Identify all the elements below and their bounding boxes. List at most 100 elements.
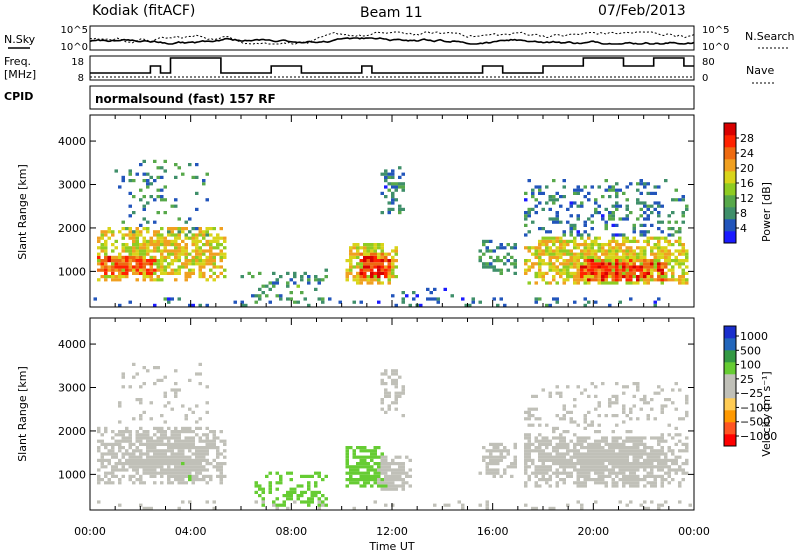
- power-cell: [597, 243, 601, 247]
- velocity-cell: [384, 382, 388, 386]
- velocity-cell: [629, 449, 633, 453]
- power-cell: [674, 230, 678, 234]
- velocity-cell: [660, 503, 664, 507]
- power-cell: [153, 259, 157, 263]
- velocity-cell: [594, 452, 598, 456]
- velocity-cell: [590, 382, 594, 386]
- power-cell: [128, 265, 132, 269]
- power-cell: [559, 255, 563, 259]
- velocity-ylabel: Slant Range [km]: [16, 366, 29, 462]
- power-cell: [583, 297, 587, 301]
- power-cell: [653, 201, 657, 205]
- velocity-cell: [121, 375, 125, 379]
- power-cell: [594, 268, 598, 272]
- power-cell: [580, 271, 584, 275]
- power-cell: [380, 259, 384, 263]
- power-cell: [391, 262, 395, 266]
- power-cell: [373, 259, 377, 263]
- velocity-cell: [615, 474, 619, 478]
- power-cell: [643, 246, 647, 250]
- power-cell: [587, 243, 591, 247]
- velocity-cell: [524, 446, 528, 450]
- power-cell: [443, 287, 447, 291]
- velocity-cell: [142, 462, 146, 466]
- velocity-cell: [629, 471, 633, 475]
- velocity-cell: [548, 442, 552, 446]
- velocity-cell: [394, 462, 398, 466]
- power-cell: [657, 214, 661, 218]
- power-cell: [97, 239, 101, 243]
- velocity-cell: [646, 458, 650, 462]
- power-cell: [366, 259, 370, 263]
- velocity-cell: [489, 449, 493, 453]
- power-cell: [594, 255, 598, 259]
- power-cell: [170, 204, 174, 208]
- velocity-cell: [660, 468, 664, 472]
- velocity-cell: [681, 471, 685, 475]
- power-cell: [513, 259, 517, 263]
- power-cell: [160, 268, 164, 272]
- power-cell: [286, 281, 290, 285]
- velocity-cell: [128, 465, 132, 469]
- power-cell: [352, 275, 356, 279]
- power-cell: [597, 211, 601, 215]
- velocity-cell: [279, 474, 283, 478]
- power-cell: [188, 271, 192, 275]
- velocity-cell: [314, 494, 318, 498]
- power-cell: [629, 275, 633, 279]
- velocity-cell: [345, 484, 349, 488]
- power-cell: [594, 275, 598, 279]
- velocity-cell: [601, 471, 605, 475]
- power-cell: [534, 281, 538, 285]
- velocity-cell: [205, 452, 209, 456]
- velocity-cell: [548, 468, 552, 472]
- velocity-cell: [524, 449, 528, 453]
- power-cell: [114, 278, 118, 282]
- power-cell: [622, 243, 626, 247]
- power-cell: [622, 249, 626, 253]
- velocity-cell: [503, 471, 507, 475]
- velocity-cell: [636, 458, 640, 462]
- power-cell: [366, 281, 370, 285]
- y-tick-label: 2000: [58, 222, 86, 235]
- velocity-cell: [261, 503, 265, 507]
- x-tick-label: 04:00: [175, 525, 207, 538]
- power-cell: [163, 268, 167, 272]
- power-cell: [111, 255, 115, 259]
- velocity-cell: [552, 455, 556, 459]
- velocity-cell: [128, 462, 132, 466]
- velocity-cell: [121, 462, 125, 466]
- power-cell: [195, 255, 199, 259]
- velocity-cell: [489, 458, 493, 462]
- velocity-cell: [300, 474, 304, 478]
- power-cell: [156, 268, 160, 272]
- velocity-cell: [118, 442, 122, 446]
- power-cell: [597, 265, 601, 269]
- velocity-cell: [135, 462, 139, 466]
- velocity-cell: [492, 455, 496, 459]
- velocity-cell: [398, 391, 402, 395]
- velocity-cell: [636, 382, 640, 386]
- power-cell: [625, 236, 629, 240]
- velocity-cell: [128, 452, 132, 456]
- velocity-cell: [181, 455, 185, 459]
- velocity-cell: [485, 462, 489, 466]
- velocity-cell: [391, 481, 395, 485]
- velocity-cell: [300, 484, 304, 488]
- power-cell: [597, 262, 601, 266]
- velocity-cell: [181, 474, 185, 478]
- power-cell: [149, 195, 153, 199]
- velocity-cell: [223, 474, 227, 478]
- velocity-cell: [580, 465, 584, 469]
- velocity-cell: [181, 452, 185, 456]
- velocity-cell: [552, 446, 556, 450]
- velocity-cell: [132, 458, 136, 462]
- power-cell: [559, 204, 563, 208]
- power-cell: [132, 252, 136, 256]
- velocity-cell: [503, 449, 507, 453]
- power-cell: [629, 249, 633, 253]
- velocity-cell: [209, 446, 213, 450]
- velocity-cell: [202, 446, 206, 450]
- power-cell: [548, 281, 552, 285]
- velocity-cell: [569, 474, 573, 478]
